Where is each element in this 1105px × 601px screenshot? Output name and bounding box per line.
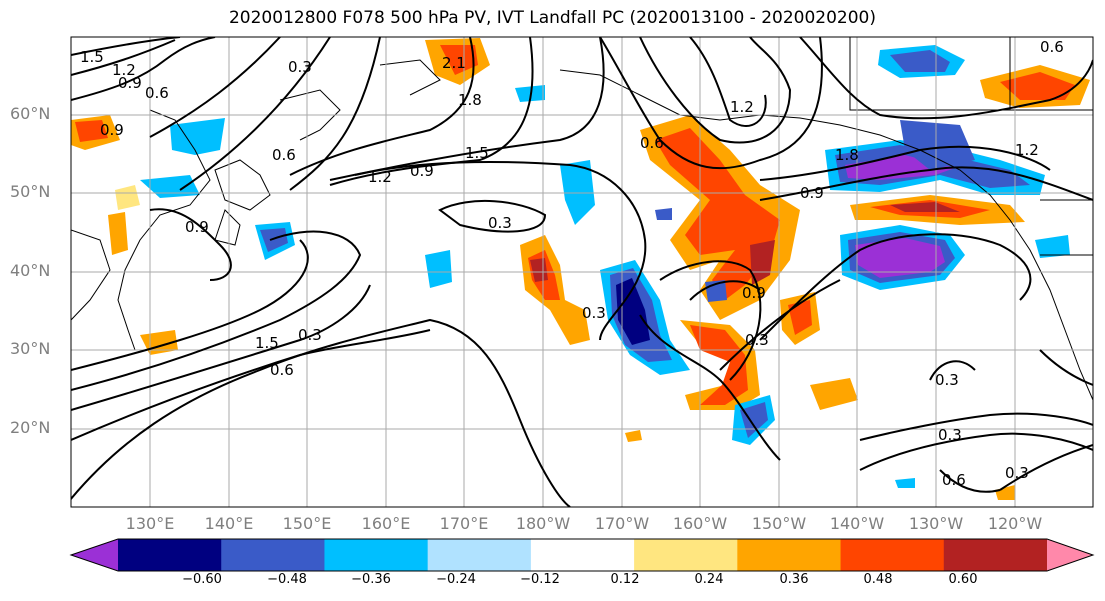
contour-label: 1.5 (465, 144, 489, 162)
colorbar-tick: 0.12 (610, 572, 640, 587)
contour-label: 0.9 (742, 284, 766, 302)
contour-label: 0.3 (298, 326, 322, 344)
lon-label: 150°E (282, 514, 332, 533)
contour-label: 1.2 (1015, 141, 1039, 159)
contour-label: 0.3 (935, 371, 959, 389)
lon-label: 170°E (439, 514, 489, 533)
lon-label: 140°W (829, 514, 885, 533)
contour-label: 1.5 (80, 48, 104, 66)
lon-label: 140°E (204, 514, 254, 533)
graticule (71, 37, 1093, 507)
colorbar-tick: −0.48 (267, 572, 307, 587)
coastlines (71, 37, 1093, 401)
contour-label: 0.9 (410, 162, 434, 180)
colorbar-segment (840, 539, 945, 571)
colorbar-tick: −0.36 (351, 572, 391, 587)
colorbar-tick: −0.60 (182, 572, 222, 587)
colorbar-tick: 0.60 (948, 572, 978, 587)
lat-label: 40°N (10, 261, 51, 280)
colorbar-segment (530, 539, 635, 571)
lon-label: 130°E (125, 514, 175, 533)
contour-label: 0.6 (270, 361, 294, 379)
contour-label: 0.9 (118, 74, 142, 92)
colorbar-tick: −0.24 (436, 572, 476, 587)
contour-label: 0.3 (938, 426, 962, 444)
lon-label: 130°W (908, 514, 964, 533)
lat-label: 30°N (10, 339, 51, 358)
contour-label: 1.2 (368, 168, 392, 186)
colorbar-segment (324, 539, 429, 571)
contour-label: 2.1 (442, 54, 466, 72)
contour-label: 0.6 (942, 471, 966, 489)
lon-label: 150°W (751, 514, 807, 533)
contour-label: 1.8 (458, 91, 482, 109)
colorbar-segment (221, 539, 325, 571)
contour-label: 1.2 (112, 61, 136, 79)
lon-label: 160°E (361, 514, 411, 533)
colorbar-tick: 0.36 (779, 572, 809, 587)
contour-label: 0.3 (488, 214, 512, 232)
lon-label: 170°W (594, 514, 650, 533)
contour-label: 0.6 (145, 84, 169, 102)
lat-label: 50°N (10, 182, 51, 201)
colorbar-tick: 0.24 (694, 572, 724, 587)
contour-label: 0.3 (1005, 464, 1029, 482)
colorbar-segment (118, 539, 222, 571)
colorbar-segments (71, 539, 1093, 571)
contour-label: 0.3 (745, 331, 769, 349)
contour-label: 0.9 (100, 121, 124, 139)
colorbar-extend-low (71, 539, 118, 571)
colorbar-extend-high (1047, 539, 1093, 571)
contour-label: 0.6 (272, 146, 296, 164)
colorbar-segment (943, 539, 1048, 571)
contour-label: 0.9 (185, 218, 209, 236)
colorbar-tick: −0.12 (520, 572, 560, 587)
contour-labels: 1.5 1.2 0.9 0.6 0.3 2.1 1.8 0.6 1.5 1.2 … (80, 38, 1064, 489)
contour-label: 1.8 (835, 146, 859, 164)
lat-label: 20°N (10, 418, 51, 437)
contour-label: 0.3 (288, 58, 312, 76)
contour-label: 0.6 (640, 134, 664, 152)
lon-label: 160°W (672, 514, 728, 533)
lon-label: 180°W (515, 514, 571, 533)
contour-label: 1.2 (730, 98, 754, 116)
figure-title: 2020012800 F078 500 hPa PV, IVT Landfall… (228, 8, 876, 28)
colorbar-segment (634, 539, 738, 571)
contour-label: 0.9 (800, 184, 824, 202)
contour-label: 1.5 (255, 334, 279, 352)
lon-label: 120°W (987, 514, 1043, 533)
lat-label: 60°N (10, 104, 51, 123)
colorbar-segment (737, 539, 842, 571)
contour-label: 0.6 (1040, 38, 1064, 56)
colorbar-tick: 0.48 (863, 572, 893, 587)
colorbar-segment (427, 539, 532, 571)
pv-contours (71, 37, 1093, 507)
contour-label: 0.3 (582, 304, 606, 322)
